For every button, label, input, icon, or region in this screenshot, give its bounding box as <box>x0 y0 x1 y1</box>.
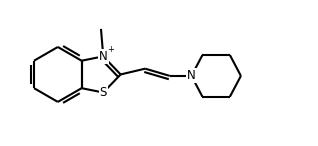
Text: S: S <box>100 86 107 99</box>
Text: N: N <box>99 50 108 63</box>
Text: +: + <box>107 45 114 54</box>
Text: N: N <box>187 69 196 82</box>
